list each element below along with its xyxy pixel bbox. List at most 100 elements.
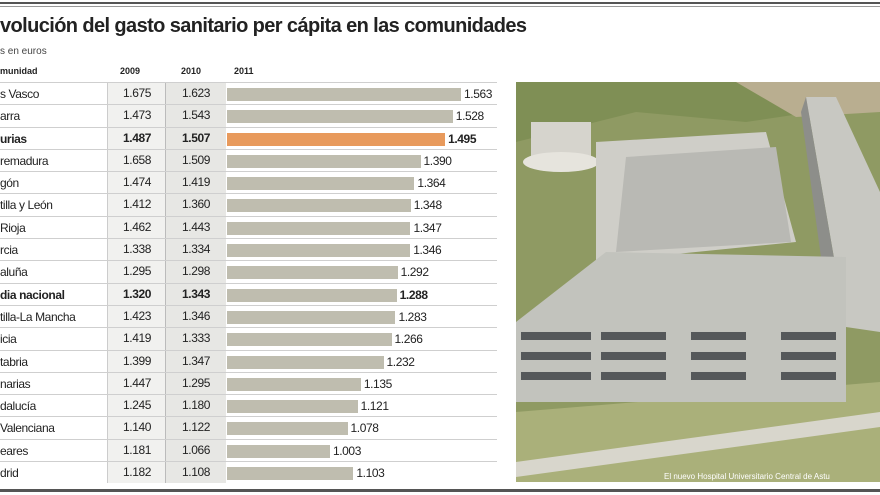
- value-2011: 1.563: [464, 87, 493, 101]
- table-row: drid 1.182 1.108 1.103: [0, 461, 497, 484]
- value-2010: 1.333: [165, 328, 226, 350]
- bar-2011: [227, 377, 361, 391]
- value-2010: 1.543: [165, 105, 226, 127]
- value-2011: 1.103: [356, 466, 385, 481]
- value-2009: 1.462: [107, 216, 166, 239]
- community-name: aluña: [0, 265, 28, 280]
- value-2011: 1.364: [417, 176, 446, 191]
- table-row: aluña 1.295 1.298 1.292: [0, 260, 497, 283]
- bar-2011: [227, 199, 411, 213]
- community-name: eares: [0, 443, 29, 458]
- value-2010: 1.509: [165, 149, 226, 172]
- value-2009: 1.474: [107, 172, 166, 194]
- value-2010: 1.298: [165, 261, 226, 283]
- value-2009: 1.419: [107, 328, 166, 350]
- value-2009: 1.295: [107, 261, 166, 283]
- value-2010: 1.108: [165, 462, 226, 484]
- table-row: tabria 1.399 1.347 1.232: [0, 349, 497, 372]
- value-2009: 1.182: [107, 462, 166, 484]
- value-2010: 1.346: [165, 305, 226, 328]
- data-table: s Vasco 1.675 1.623 1.563 arra 1.473 1.543 1.52…: [0, 82, 497, 484]
- value-2009: 1.487: [107, 127, 166, 149]
- bar-2011: [227, 132, 446, 146]
- value-2009: 1.423: [107, 305, 166, 328]
- community-name: Valenciana: [0, 421, 55, 436]
- bar-2011: [227, 221, 411, 235]
- table-row: remadura 1.658 1.509 1.390: [0, 148, 497, 172]
- top-rule: [0, 2, 880, 4]
- value-2009: 1.675: [107, 83, 166, 105]
- community-name: dia nacional: [0, 287, 65, 302]
- value-2011: 1.232: [386, 354, 415, 369]
- table-row: Rioja 1.462 1.443 1.347: [0, 215, 497, 239]
- bar-2011: [227, 177, 415, 191]
- community-name: arra: [0, 109, 20, 124]
- community-name: gón: [0, 176, 19, 191]
- bar-2011: [227, 288, 397, 302]
- value-2010: 1.066: [165, 439, 226, 462]
- community-name: rcia: [0, 243, 18, 258]
- header-community: munidad: [0, 66, 38, 76]
- community-name: urias: [0, 131, 27, 146]
- value-2009: 1.399: [107, 350, 166, 372]
- value-2011: 1.266: [394, 332, 423, 347]
- value-2010: 1.295: [165, 372, 226, 395]
- table-row: rcia 1.338 1.334 1.346: [0, 238, 497, 261]
- bar-2011: [227, 310, 396, 324]
- chart-title: volución del gasto sanitario per cápita …: [0, 15, 527, 37]
- header-2009: 2009: [120, 66, 141, 76]
- table-row: Valenciana 1.140 1.122 1.078: [0, 416, 497, 439]
- community-name: remadura: [0, 153, 49, 168]
- bar-2011: [227, 88, 461, 101]
- value-2011: 1.495: [448, 131, 477, 146]
- value-2011: 1.348: [413, 198, 442, 213]
- value-2011: 1.003: [332, 443, 361, 458]
- table-row: dalucía 1.245 1.180 1.121: [0, 394, 497, 417]
- community-name: s Vasco: [0, 87, 39, 101]
- community-name: Rioja: [0, 220, 26, 235]
- header-2010: 2010: [181, 66, 202, 76]
- value-2011: 1.121: [360, 399, 389, 414]
- table-row: urias 1.487 1.507 1.495: [0, 126, 497, 149]
- hospital-photo: [516, 82, 880, 482]
- value-2011: 1.283: [398, 309, 427, 324]
- bar-2011: [227, 266, 398, 280]
- bottom-rule: [0, 489, 880, 492]
- value-2010: 1.343: [165, 283, 226, 305]
- value-2009: 1.245: [107, 395, 166, 417]
- bar-2011: [227, 444, 330, 458]
- community-name: tabria: [0, 354, 28, 369]
- bar-2011: [227, 154, 421, 168]
- value-2009: 1.338: [107, 239, 166, 261]
- bar-2011: [227, 244, 411, 258]
- chart-subtitle: s en euros: [0, 46, 47, 57]
- value-2010: 1.334: [165, 239, 226, 261]
- community-name: drid: [0, 466, 19, 481]
- value-2011: 1.292: [400, 265, 429, 280]
- value-2009: 1.658: [107, 149, 166, 172]
- community-name: icia: [0, 332, 17, 347]
- photo-caption: El nuevo Hospital Universitario Central …: [664, 472, 830, 481]
- value-2011: 1.528: [455, 109, 484, 124]
- community-name: tilla-La Mancha: [0, 309, 76, 324]
- table-row: icia 1.419 1.333 1.266: [0, 327, 497, 350]
- bar-2011: [227, 400, 358, 414]
- community-name: dalucía: [0, 399, 36, 414]
- table-row: arra 1.473 1.543 1.528: [0, 104, 497, 127]
- table-row: s Vasco 1.675 1.623 1.563: [0, 82, 497, 105]
- value-2009: 1.412: [107, 194, 166, 216]
- top-rule-thin: [0, 6, 880, 7]
- table-row: tilla y León 1.412 1.360 1.348: [0, 193, 497, 216]
- value-2011: 1.346: [413, 243, 442, 258]
- value-2010: 1.360: [165, 194, 226, 216]
- value-2011: 1.288: [399, 287, 428, 302]
- bar-2011: [227, 355, 384, 369]
- community-name: tilla y León: [0, 198, 53, 213]
- value-2011: 1.347: [413, 220, 442, 235]
- value-2010: 1.347: [165, 350, 226, 372]
- value-2011: 1.390: [423, 153, 452, 168]
- value-2009: 1.140: [107, 417, 166, 439]
- value-2010: 1.419: [165, 172, 226, 194]
- bar-2011: [227, 422, 348, 436]
- value-2009: 1.473: [107, 105, 166, 127]
